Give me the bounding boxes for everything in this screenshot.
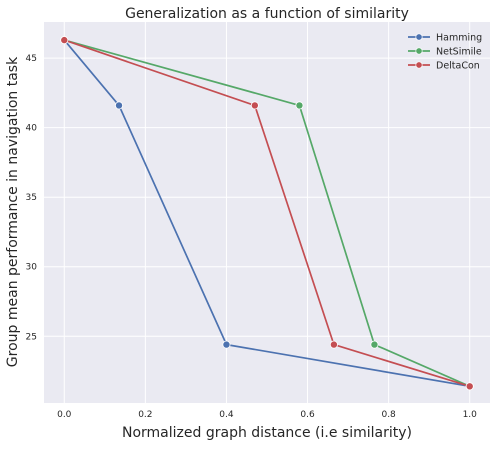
data-point-netsimile: [295, 101, 304, 110]
y-axis-label: Group mean performance in navigation tas…: [5, 56, 21, 367]
legend-item-hamming: Hamming: [408, 33, 482, 44]
x-tick-label: 0.4: [219, 410, 234, 420]
series-layer: [60, 36, 474, 391]
legend-marker-deltacon: [415, 61, 423, 69]
series-line-hamming: [63, 39, 470, 388]
legend-item-deltacon: DeltaCon: [408, 61, 480, 72]
data-point-hamming: [115, 101, 124, 110]
series-line-netsimile: [64, 39, 471, 388]
legend-item-netsimile: NetSimile: [408, 47, 482, 58]
legend: Hamming NetSimile DeltaCon: [408, 33, 482, 72]
plot-background: [44, 22, 490, 403]
data-point-deltacon: [465, 382, 474, 391]
data-point-hamming: [222, 340, 231, 349]
data-point-deltacon: [250, 101, 259, 110]
x-tick-label: 0.6: [300, 410, 315, 420]
series-line-deltacon: [64, 39, 470, 388]
tick-labels: 0.0 0.2 0.4 0.6 0.8 1.0 25 30 35 40 45: [26, 54, 478, 420]
y-tick-label: 45: [26, 54, 37, 64]
y-tick-label: 40: [26, 124, 38, 134]
x-tick-label: 0.8: [381, 410, 396, 420]
x-tick-label: 1.0: [463, 410, 478, 420]
y-tick-label: 25: [26, 332, 37, 342]
legend-label-netsimile: NetSimile: [436, 47, 482, 58]
data-point-netsimile: [370, 340, 379, 349]
y-tick-label: 30: [26, 263, 38, 273]
y-tick-label: 35: [26, 193, 37, 203]
x-tick-label: 0.0: [57, 410, 72, 420]
legend-marker-hamming: [415, 33, 423, 41]
x-tick-label: 0.2: [138, 410, 152, 420]
legend-marker-netsimile: [415, 47, 423, 55]
data-point-deltacon: [60, 36, 69, 45]
legend-label-deltacon: DeltaCon: [436, 61, 480, 72]
chart-title: Generalization as a function of similari…: [125, 6, 409, 22]
x-axis-label: Normalized graph distance (i.e similarit…: [122, 425, 412, 441]
data-point-deltacon: [329, 340, 338, 349]
legend-label-hamming: Hamming: [436, 33, 482, 44]
